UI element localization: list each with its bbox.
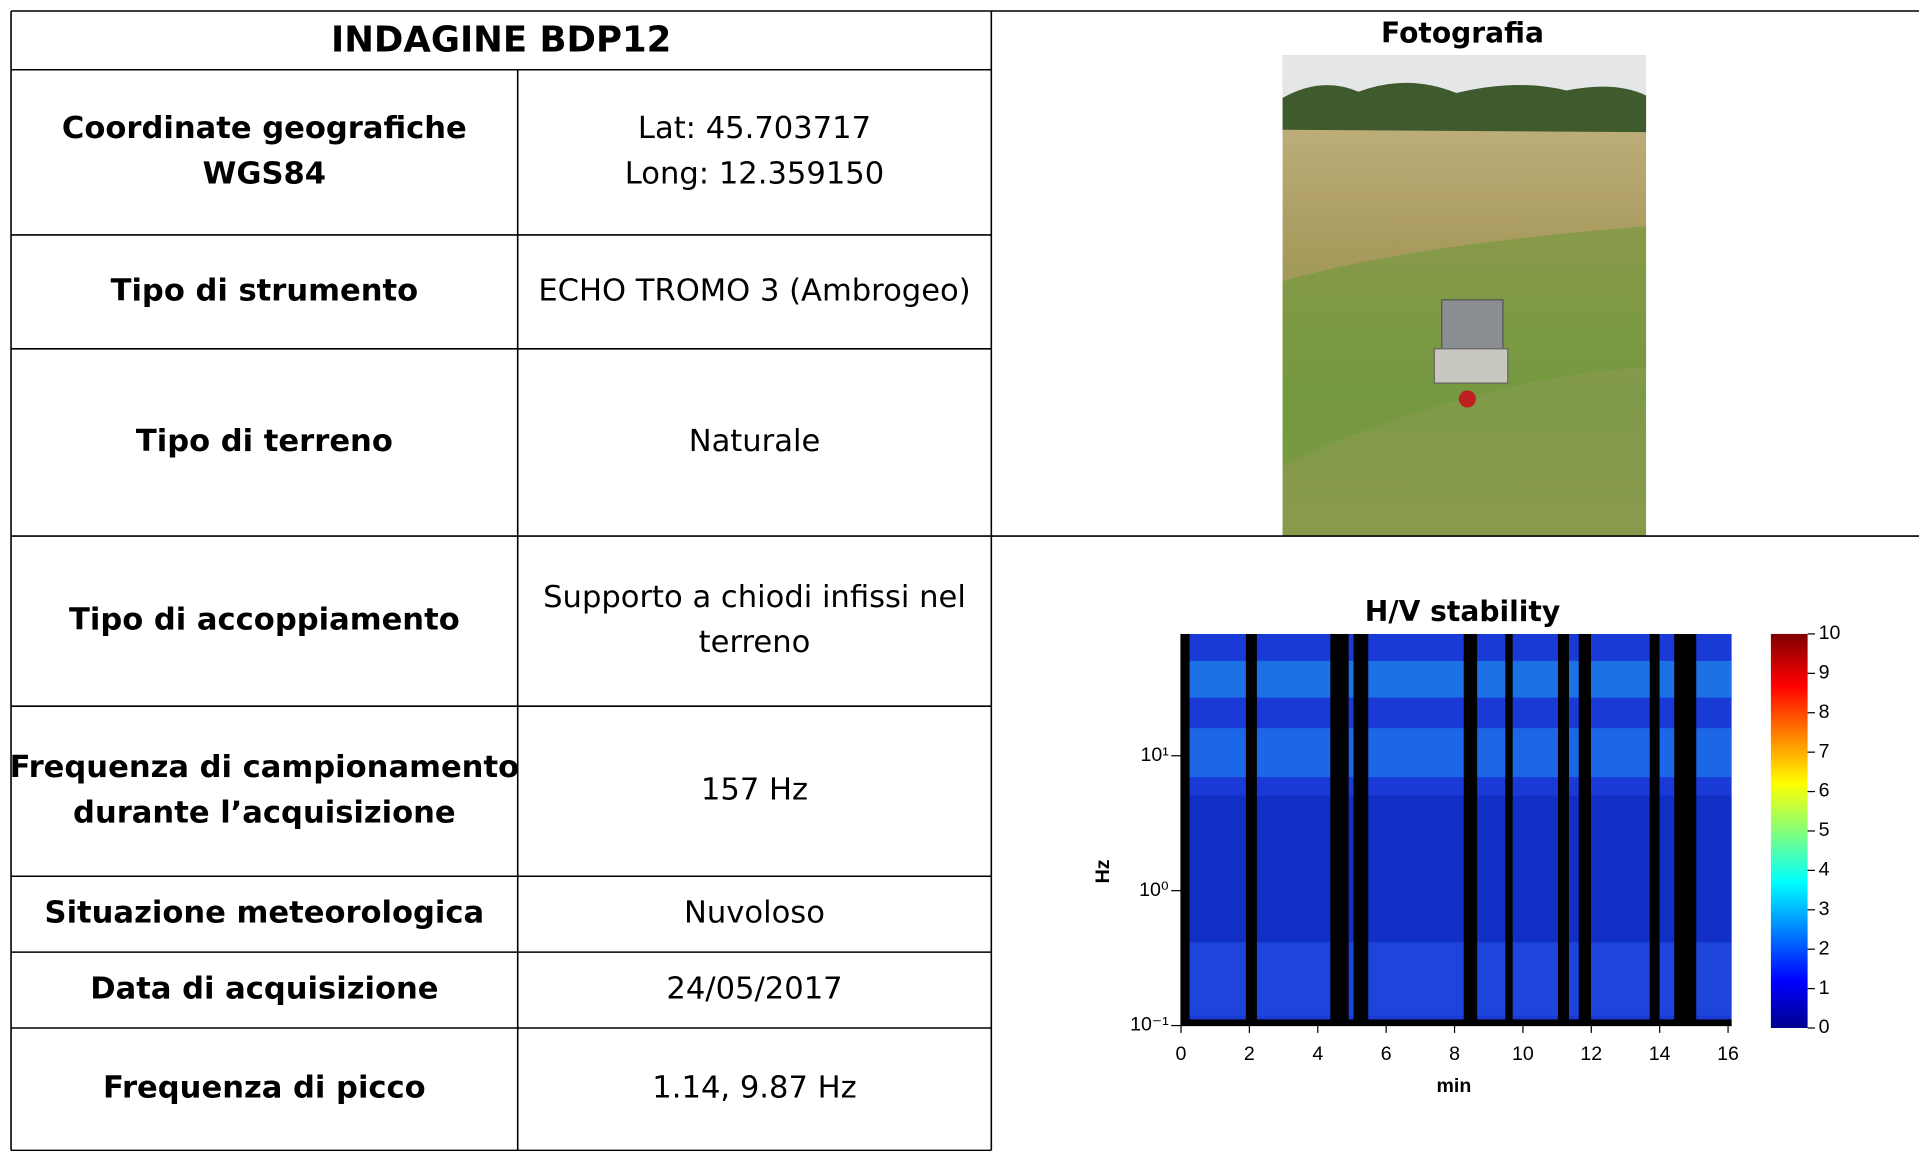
row-label: Tipo di terreno <box>136 424 393 459</box>
y-tick-label: 10⁻¹ <box>1130 1014 1169 1036</box>
row-value: Nuvoloso <box>684 896 825 931</box>
x-tick-label: 14 <box>1649 1043 1671 1065</box>
colorbar-tick-label: 10 <box>1819 622 1841 644</box>
x-axis-label: min <box>1437 1075 1472 1097</box>
row-label: durante l’acquisizione <box>73 795 456 830</box>
colorbar-tick-label: 1 <box>1819 977 1830 999</box>
row-value: Long: 12.359150 <box>625 157 884 192</box>
colorbar-tick-label: 6 <box>1819 780 1830 802</box>
x-tick-label: 2 <box>1244 1043 1255 1065</box>
row-label: WGS84 <box>203 157 326 192</box>
x-tick-label: 8 <box>1449 1043 1460 1065</box>
row-label: Tipo di strumento <box>111 273 419 308</box>
photo <box>1282 55 1647 537</box>
y-axis-label: Hz <box>1092 859 1114 883</box>
x-tick-label: 6 <box>1381 1043 1392 1065</box>
row-value: Naturale <box>689 424 821 459</box>
heatmap <box>1181 633 1732 1026</box>
colorbar-tick-label: 7 <box>1819 740 1830 762</box>
row-label: Frequenza di picco <box>103 1071 426 1106</box>
y-tick-label: 10⁰ <box>1139 879 1169 901</box>
x-tick-label: 12 <box>1580 1043 1602 1065</box>
colorbar <box>1770 633 1808 1029</box>
colorbar-tick-label: 5 <box>1819 819 1830 841</box>
x-tick-label: 16 <box>1717 1043 1739 1065</box>
row-label: Tipo di accoppiamento <box>69 603 460 638</box>
row-value: Supporto a chiodi infissi nel <box>543 580 966 615</box>
row-value: 1.14, 9.87 Hz <box>652 1071 856 1106</box>
row-value: 24/05/2017 <box>666 972 842 1007</box>
row-label: Frequenza di campionamento <box>10 750 519 785</box>
photo-caption: Fotografia <box>1381 16 1544 49</box>
colorbar-tick-label: 3 <box>1819 898 1830 920</box>
colorbar-tick-label: 0 <box>1819 1016 1830 1038</box>
x-tick-label: 10 <box>1512 1043 1534 1065</box>
row-value: Lat: 45.703717 <box>638 111 871 146</box>
row-label: Situazione meteorologica <box>45 896 485 931</box>
row-label: Data di acquisizione <box>90 972 438 1007</box>
colorbar-tick-label: 9 <box>1819 662 1830 684</box>
y-tick-label: 10¹ <box>1140 744 1169 766</box>
colorbar-tick-label: 4 <box>1819 859 1830 881</box>
x-tick-label: 4 <box>1312 1043 1323 1065</box>
colorbar-tick-label: 2 <box>1819 937 1830 959</box>
row-label: Coordinate geografiche <box>62 111 467 146</box>
x-tick-label: 0 <box>1176 1043 1187 1065</box>
colorbar-tick-label: 8 <box>1819 701 1830 723</box>
row-value: ECHO TROMO 3 (Ambrogeo) <box>538 273 970 308</box>
row-value: terreno <box>699 625 811 660</box>
chart-title: H/V stability <box>1365 595 1560 628</box>
table-title: INDAGINE BDP12 <box>331 20 671 61</box>
row-value: 157 Hz <box>701 773 808 808</box>
